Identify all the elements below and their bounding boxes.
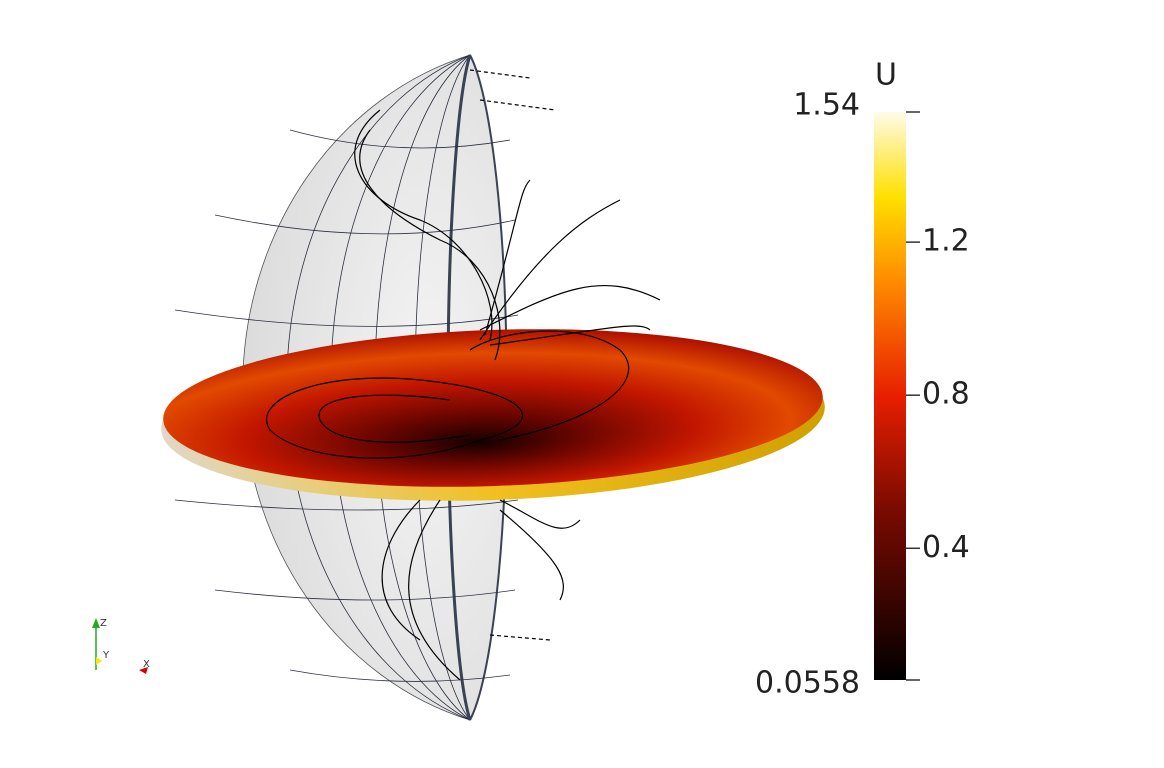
axis-label: Z [100,618,107,629]
axis-label: Y [102,650,110,661]
tick-label: 0.8 [922,377,970,412]
color-bar [874,112,906,680]
range-label: 0.0558 [755,666,860,701]
legend-title: U [875,58,897,93]
axis-label: X [143,659,150,670]
tick-label: 0.4 [922,530,970,565]
range-label: 1.54 [793,88,860,123]
color-legend: U 1.54 0.0558 1.2 0.8 0.4 [755,58,970,701]
tick-label: 1.2 [922,224,970,259]
slice-disk [161,329,825,501]
axes-triad: Z Y X [92,618,150,674]
streamlines [266,69,661,681]
